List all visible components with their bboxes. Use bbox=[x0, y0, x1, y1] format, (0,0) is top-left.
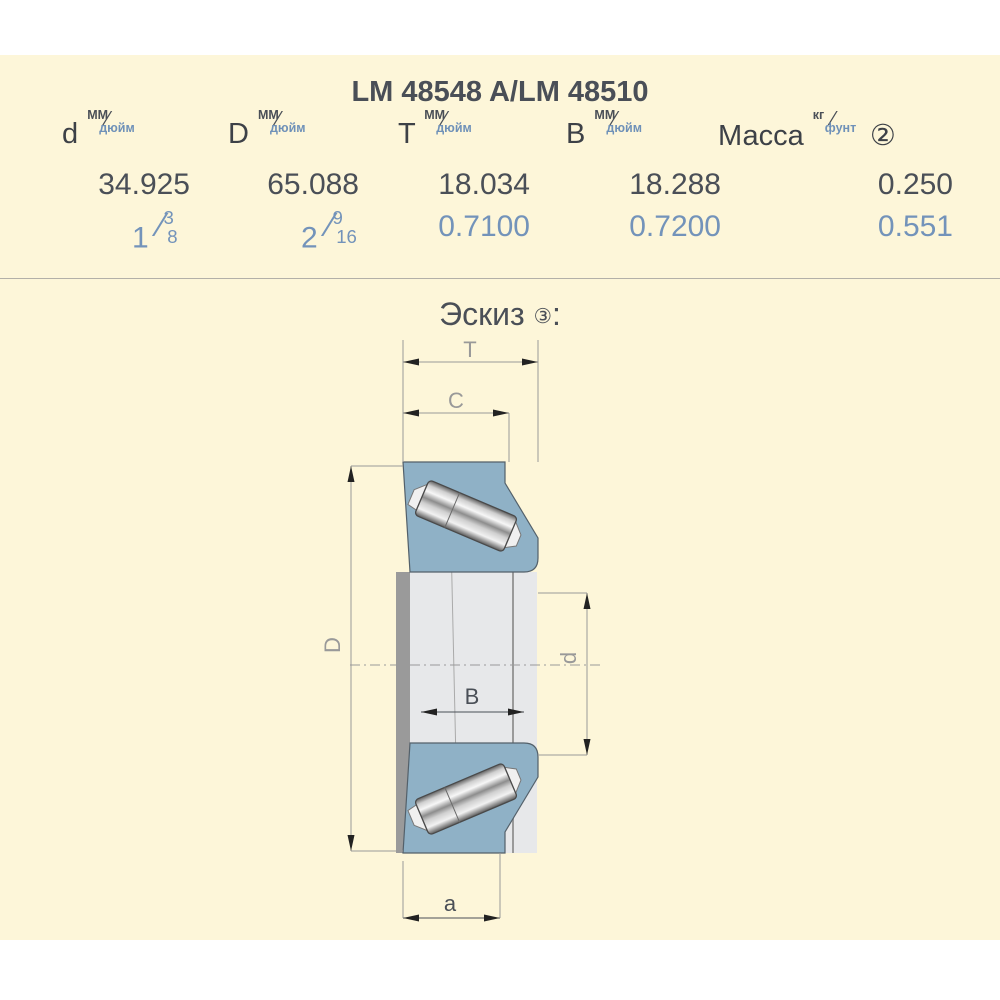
svg-text:C: C bbox=[448, 388, 464, 413]
svg-text:D: D bbox=[320, 637, 345, 653]
svg-text:T: T bbox=[463, 337, 476, 362]
svg-text:d: d bbox=[556, 652, 581, 664]
svg-text:a: a bbox=[444, 891, 457, 916]
svg-text:B: B bbox=[465, 684, 480, 709]
